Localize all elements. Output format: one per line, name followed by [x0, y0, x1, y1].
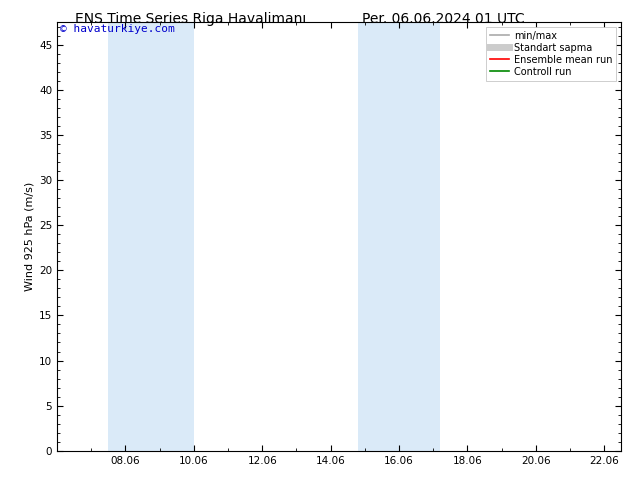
Text: © havaturkiye.com: © havaturkiye.com [60, 24, 174, 34]
Text: Per. 06.06.2024 01 UTC: Per. 06.06.2024 01 UTC [363, 12, 525, 26]
Bar [358, 22, 440, 451]
Text: ENS Time Series Riga Havalimanı: ENS Time Series Riga Havalimanı [75, 12, 306, 26]
Y-axis label: Wind 925 hPa (m/s): Wind 925 hPa (m/s) [25, 182, 35, 291]
Legend: min/max, Standart sapma, Ensemble mean run, Controll run: min/max, Standart sapma, Ensemble mean r… [486, 27, 616, 80]
Bar [108, 22, 194, 451]
